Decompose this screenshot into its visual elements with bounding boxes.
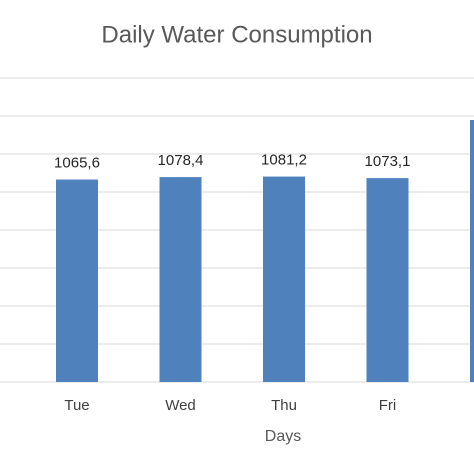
bar bbox=[366, 178, 409, 382]
bar bbox=[470, 119, 474, 383]
x-tick-label: Tue bbox=[64, 397, 89, 414]
bar bbox=[56, 179, 98, 382]
bar bbox=[159, 177, 202, 382]
data-label: 1081,2 bbox=[261, 152, 307, 169]
x-tick-label: Wed bbox=[165, 397, 196, 414]
chart-title: Daily Water Consumption bbox=[101, 21, 372, 48]
data-label: 1073,1 bbox=[365, 153, 411, 170]
data-label: 1065,6 bbox=[54, 155, 100, 172]
bar bbox=[263, 176, 305, 382]
x-tick-label: Fri bbox=[379, 397, 397, 414]
x-axis-title: Days bbox=[265, 428, 301, 445]
data-label: 1078,4 bbox=[158, 152, 204, 169]
x-tick-label: Thu bbox=[271, 397, 297, 414]
